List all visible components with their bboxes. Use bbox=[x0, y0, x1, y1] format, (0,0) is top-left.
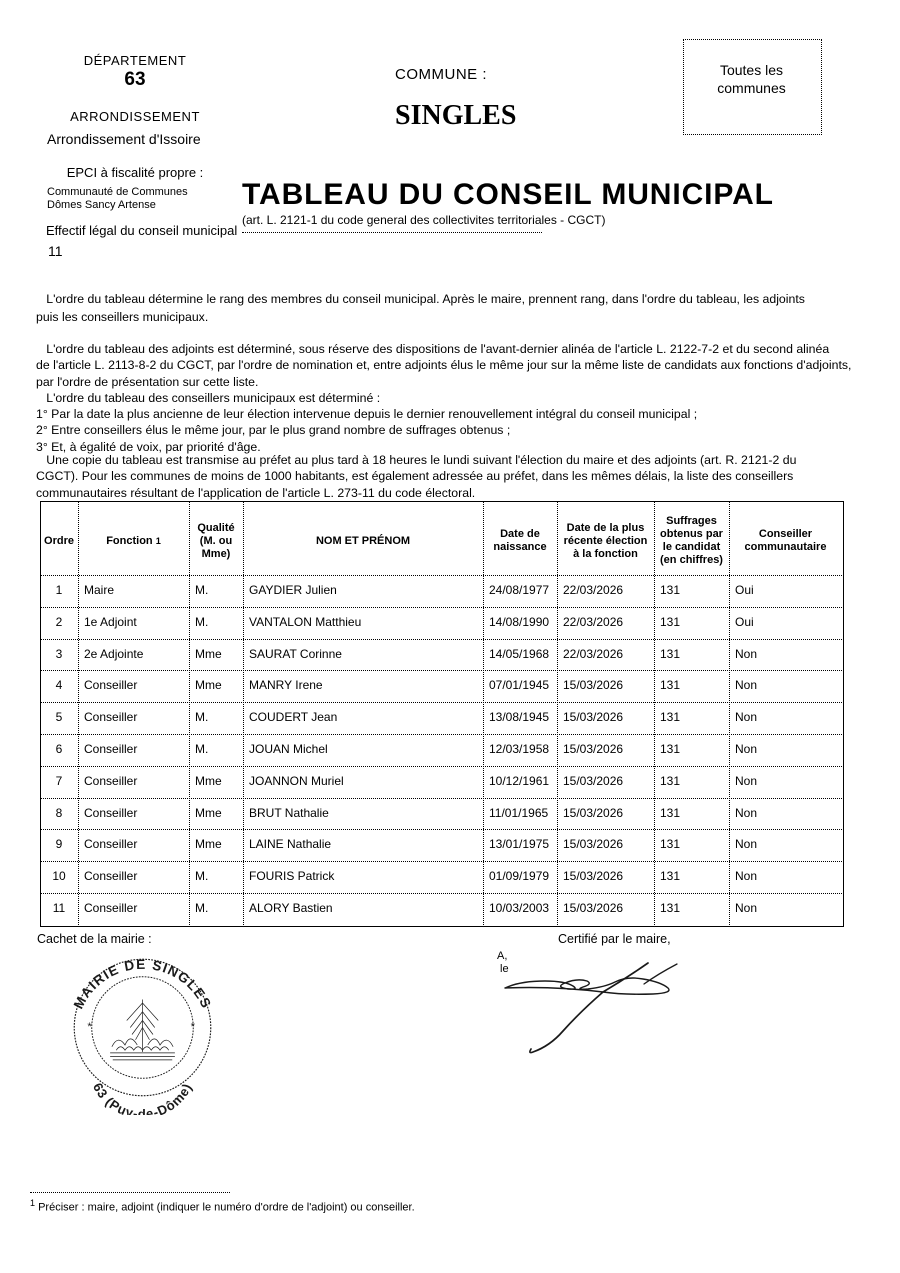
svg-text:*: * bbox=[191, 1021, 196, 1033]
svg-text:*: * bbox=[87, 1021, 92, 1033]
svg-text:63 (Puy-de-Dôme): 63 (Puy-de-Dôme) bbox=[90, 1080, 195, 1115]
